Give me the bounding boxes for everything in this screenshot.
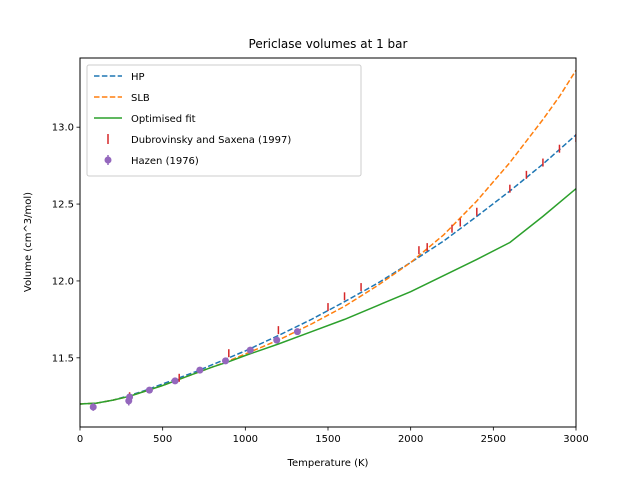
legend: HP SLB Optimised fit Dubrovinsky and Saxena… [86,64,362,177]
data-point-hazen [246,346,254,354]
x-tick-label: 3000 [563,434,588,445]
x-tick-label: 500 [153,434,172,445]
y-axis-ticks: 11.5 12.0 12.5 13.0 [52,123,80,364]
chart-title: Periclase volumes at 1 bar [249,37,408,51]
legend-swatch [104,156,112,164]
legend-label: Optimised fit [131,114,196,125]
legend-item: SLB [94,93,150,104]
series-2 [80,188,576,405]
series-3 [128,133,576,401]
series-line-2 [80,188,576,405]
data-point-hazen [145,386,153,394]
x-axis-ticks: 0 500 1000 1500 2000 2500 3000 [77,427,589,445]
x-tick-label: 2000 [398,434,423,445]
x-tick-label: 0 [77,434,83,445]
x-tick-label: 2500 [481,434,506,445]
data-point-hazen [89,403,97,411]
data-point-hazen [293,328,301,336]
series-layer [80,69,576,411]
y-tick-label: 13.0 [52,123,74,134]
data-point-hazen [221,357,229,365]
data-point-hazen [196,366,204,374]
series-4 [89,328,301,411]
legend-label: HP [131,72,145,83]
y-tick-label: 12.5 [52,200,74,211]
x-axis-label: Temperature (K) [287,458,369,469]
legend-item: Dubrovinsky and Saxena (1997) [107,134,291,146]
data-point-hazen [126,393,134,401]
legend-box [86,64,362,177]
legend-item: Optimised fit [94,114,196,125]
legend-label: Hazen (1976) [131,156,199,167]
x-tick-label: 1000 [233,434,258,445]
data-point-hazen [171,377,179,385]
y-tick-label: 12.0 [52,276,74,287]
legend-item: HP [94,72,145,83]
y-axis-label: Volume (cm^3/mol) [23,192,34,292]
legend-label: SLB [131,93,150,104]
legend-label: Dubrovinsky and Saxena (1997) [131,135,291,146]
y-tick-label: 11.5 [52,353,74,364]
legend-item: Hazen (1976) [104,155,199,167]
x-tick-label: 1500 [315,434,340,445]
data-point-hazen [273,336,281,344]
